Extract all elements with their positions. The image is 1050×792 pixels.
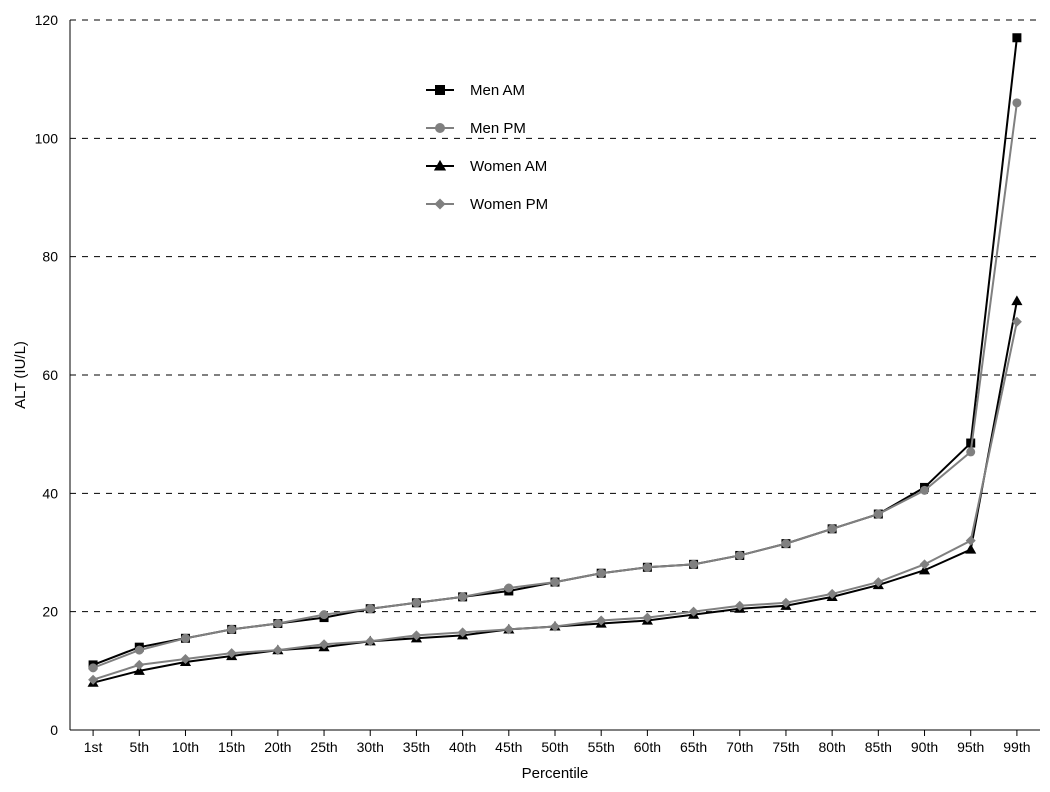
x-tick-label: 1st [84, 739, 103, 755]
legend-label: Men PM [470, 120, 526, 137]
marker-circle [135, 646, 144, 655]
legend-label: Women AM [470, 158, 547, 175]
marker-circle [273, 619, 282, 628]
marker-circle [89, 663, 98, 672]
x-tick-label: 85th [865, 739, 892, 755]
marker-circle [435, 123, 445, 133]
x-tick-label: 95th [957, 739, 984, 755]
x-tick-label: 40th [449, 739, 476, 755]
x-tick-label: 50th [541, 739, 568, 755]
marker-square [1012, 33, 1021, 42]
marker-circle [689, 560, 698, 569]
marker-circle [181, 634, 190, 643]
marker-square [435, 85, 445, 95]
marker-circle [643, 563, 652, 572]
x-tick-label: 55th [588, 739, 615, 755]
x-tick-label: 35th [403, 739, 430, 755]
x-tick-label: 90th [911, 739, 938, 755]
legend-label: Men AM [470, 82, 525, 99]
marker-circle [412, 598, 421, 607]
marker-circle [920, 486, 929, 495]
marker-circle [366, 604, 375, 613]
marker-circle [458, 592, 467, 601]
x-tick-label: 30th [357, 739, 384, 755]
y-tick-label: 60 [42, 367, 58, 383]
x-tick-label: 10th [172, 739, 199, 755]
plot-bg [0, 0, 1050, 792]
x-tick-label: 99th [1003, 739, 1030, 755]
marker-circle [735, 551, 744, 560]
y-tick-label: 100 [35, 130, 59, 146]
y-tick-label: 20 [42, 604, 58, 620]
y-tick-label: 120 [35, 12, 59, 28]
x-tick-label: 70th [726, 739, 753, 755]
alt-percentile-chart: 0 20 40 60 80 100 120 1st 5th 10th 15th 20th 25th 30t… [0, 0, 1050, 792]
x-tick-label: 45th [495, 739, 522, 755]
marker-circle [551, 578, 560, 587]
marker-circle [504, 584, 513, 593]
y-tick-label: 40 [42, 485, 58, 501]
marker-circle [1012, 98, 1021, 107]
x-tick-label: 25th [310, 739, 337, 755]
x-axis-label: Percentile [522, 765, 589, 782]
chart-svg: 0 20 40 60 80 100 120 1st 5th 10th 15th 20th 25th 30t… [0, 0, 1050, 792]
y-tick-label: 80 [42, 249, 58, 265]
marker-circle [227, 625, 236, 634]
x-tick-label: 80th [819, 739, 846, 755]
marker-circle [781, 539, 790, 548]
marker-circle [320, 610, 329, 619]
legend-label: Women PM [470, 196, 548, 213]
y-tick-label: 0 [50, 722, 58, 738]
x-tick-label: 15th [218, 739, 245, 755]
x-tick-label: 20th [264, 739, 291, 755]
x-tick-label: 65th [680, 739, 707, 755]
marker-circle [828, 524, 837, 533]
y-axis-label: ALT (IU/L) [12, 341, 29, 409]
marker-circle [597, 569, 606, 578]
x-tick-label: 60th [634, 739, 661, 755]
x-tick-label: 75th [772, 739, 799, 755]
marker-circle [874, 510, 883, 519]
x-tick-label: 5th [130, 739, 149, 755]
marker-circle [966, 447, 975, 456]
